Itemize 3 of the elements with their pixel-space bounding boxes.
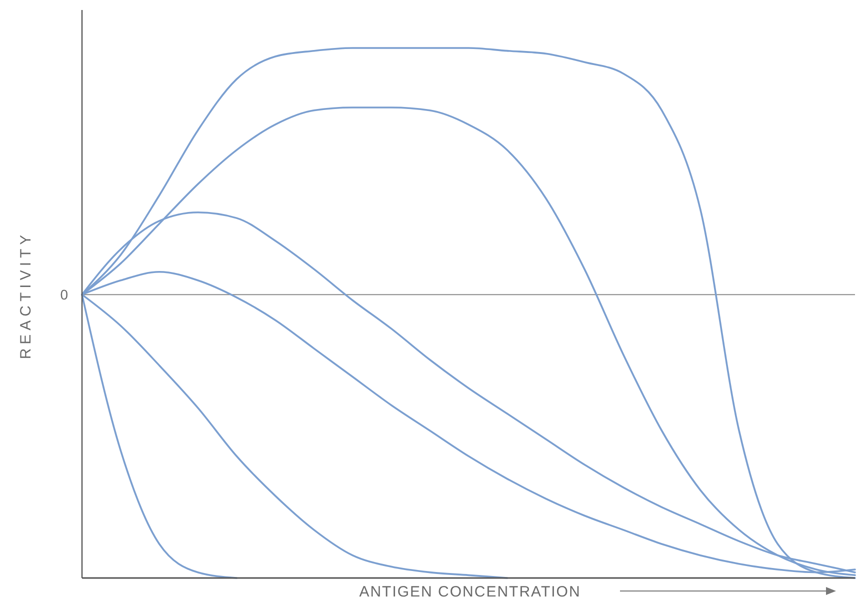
ref-line-label: 0 bbox=[60, 286, 68, 302]
y-axis-title: REACTIVITY bbox=[17, 230, 34, 360]
x-axis-title: ANTIGEN CONCENTRATION bbox=[359, 583, 581, 600]
